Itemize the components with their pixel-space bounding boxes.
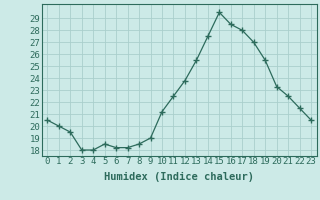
X-axis label: Humidex (Indice chaleur): Humidex (Indice chaleur) — [104, 172, 254, 182]
